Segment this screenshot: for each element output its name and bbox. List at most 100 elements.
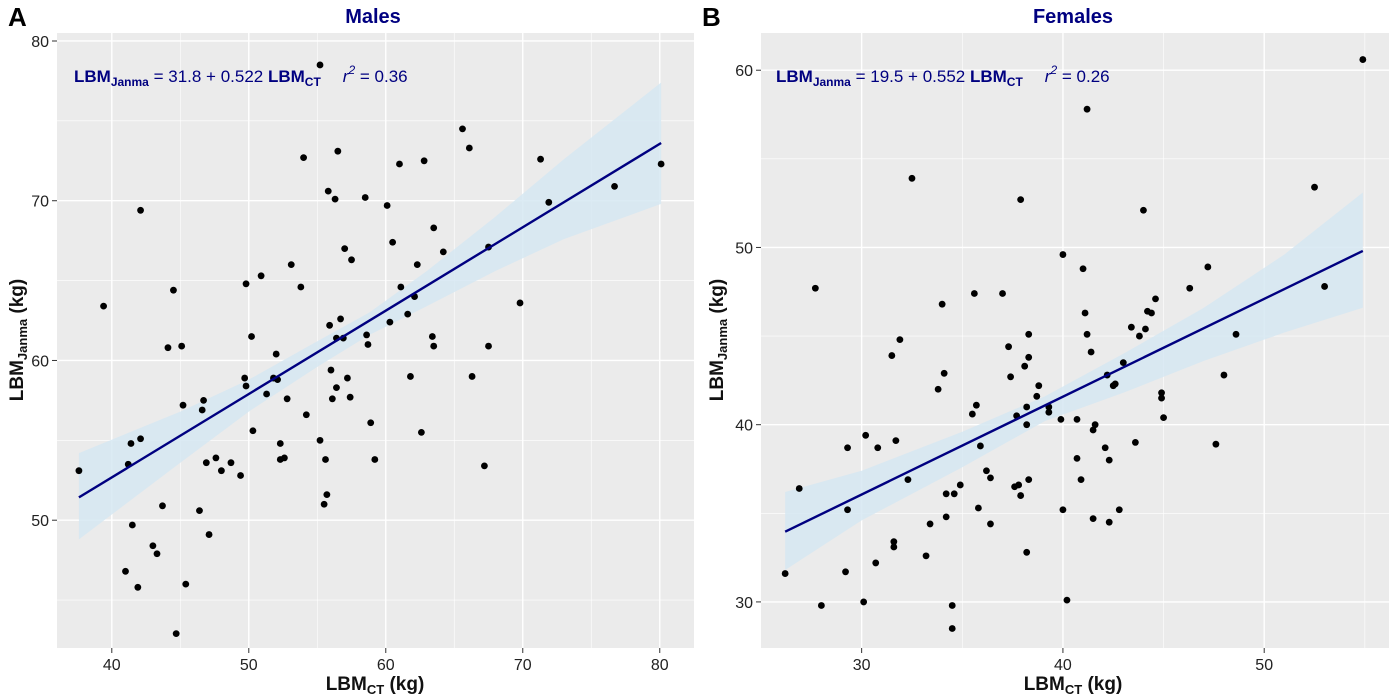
panel-b-ytick-label-1: 40: [735, 418, 753, 435]
panel-b-point-85: [1148, 309, 1155, 317]
panel-a-point-17: [182, 580, 190, 588]
panel-b-point-47: [1023, 548, 1031, 556]
panel-b-point-93: [1220, 371, 1228, 379]
panel-b-point-34: [983, 467, 990, 475]
panel-b-point-23: [942, 513, 950, 521]
panel-a-eq-rhs-sub: CT: [305, 75, 322, 89]
panel-b-point-78: [1119, 359, 1127, 367]
panel-b-eq-rhs-sub: CT: [1007, 75, 1024, 89]
panel-b-point-59: [1063, 596, 1071, 604]
panel-a-ytick-label-3: 80: [31, 34, 49, 51]
panel-a-point-30: [248, 333, 255, 340]
panel-a-xlabel-sub: CT: [367, 682, 384, 695]
panel-a-x-axis-title: LBMCT (kg): [326, 674, 425, 695]
panel-a-point-87: [481, 462, 488, 470]
panel-a-point-24: [217, 467, 225, 475]
panel-a-point-39: [281, 454, 288, 462]
panel-a-eq-r-exp: 2: [347, 63, 355, 77]
panel-a-point-27: [241, 374, 249, 382]
panel-a-eq-r-value: = 0.36: [355, 67, 407, 86]
panel-a-point-54: [331, 195, 339, 203]
panel-b-confidence-band: [785, 192, 1363, 571]
panel-a-point-21: [202, 459, 210, 467]
panel-a-point-40: [283, 395, 291, 403]
panel-a-point-49: [323, 491, 331, 499]
panel-b-point-52: [1033, 392, 1041, 400]
panel-b-point-91: [1204, 263, 1212, 271]
panel-b-point-92: [1212, 440, 1220, 448]
panel-a-point-37: [276, 440, 284, 447]
panel-b-point-55: [1045, 408, 1053, 416]
panel-b-point-43: [1017, 196, 1025, 203]
panel-a-title: Males: [345, 6, 401, 28]
panel-b-y-axis-title: LBMJanma (kg): [707, 279, 730, 401]
panel-b-point-16: [904, 476, 912, 484]
panel-a-point-81: [430, 224, 438, 232]
panel-a-point-71: [389, 238, 397, 246]
panel-a-ytick-label-1: 60: [31, 353, 49, 370]
panel-a-eq-r: r: [343, 67, 350, 86]
panel-b-point-57: [1059, 251, 1067, 258]
panel-a-point-57: [334, 147, 342, 155]
panel-b-point-82: [1140, 206, 1147, 214]
panel-b-point-50: [1025, 476, 1033, 484]
panel-b-point-18: [922, 552, 930, 560]
panel-a-point-18: [196, 507, 203, 515]
panel-a-point-73: [397, 283, 405, 291]
panel-a-y-axis-title: LBMJanma (kg): [7, 279, 30, 401]
panel-b-point-0: [781, 570, 789, 577]
panel-b-point-60: [1073, 415, 1081, 423]
panel-a-point-74: [404, 310, 412, 318]
panel-a-point-93: [611, 182, 618, 190]
panel-a-point-64: [361, 194, 369, 201]
panel-b-point-9: [872, 559, 880, 567]
panel-a-letter: A: [8, 2, 27, 32]
panel-b-point-96: [1321, 283, 1328, 290]
panel-a-point-68: [371, 456, 379, 463]
panel-a-point-51: [326, 321, 334, 329]
panel-a-point-11: [159, 502, 166, 510]
panel-a-ytick-label-2: 70: [31, 194, 49, 211]
panel-b-point-97: [1359, 56, 1367, 63]
panel-b-eq-rhs: LBM: [970, 67, 1007, 86]
panel-b-eq-middle: = 19.5 + 0.552: [851, 67, 970, 86]
panel-a-point-50: [324, 187, 332, 195]
panel-a-point-77: [413, 261, 421, 269]
panel-b-point-51: [1025, 353, 1033, 361]
panel-a-ylabel-unit: (kg): [7, 279, 28, 319]
panel-a-point-20: [200, 397, 207, 404]
panel-a-point-61: [344, 374, 351, 382]
panel-a-xlabel-main: LBM: [326, 674, 367, 695]
panel-b-xlabel-sub: CT: [1065, 682, 1082, 695]
panel-b-point-4: [842, 568, 849, 576]
panel-a-xtick-label-2: 60: [377, 657, 395, 674]
panel-a-eq-rhs: LBM: [268, 67, 305, 86]
panel-b-point-26: [948, 602, 956, 609]
panel-b-point-46: [1023, 421, 1031, 429]
panel-b-point-65: [1083, 330, 1091, 338]
panel-b-point-39: [1007, 373, 1014, 381]
panel-a-xtick-label-3: 70: [514, 657, 532, 674]
panel-a-axis-ticks: 40 50 60 70 80 50 60 70 80: [31, 34, 669, 674]
panel-a-point-42: [297, 283, 305, 291]
panel-a-point-86: [468, 373, 476, 380]
panel-a-xtick-label-0: 40: [103, 657, 121, 674]
panel-a-xtick-label-4: 80: [651, 657, 669, 674]
panel-b-point-10: [874, 444, 882, 452]
panel-b-ytick-label-0: 30: [735, 595, 753, 612]
panel-b-fit-line: [784, 249, 1364, 533]
panel-b-point-67: [1087, 348, 1095, 356]
panel-a-point-65: [363, 331, 370, 339]
panel-a-point-67: [367, 419, 375, 427]
panel-b-point-28: [956, 481, 964, 489]
panel-a-confidence-band: [78, 82, 662, 540]
panel-b-title: Females: [1033, 6, 1113, 28]
panel-a-fit-line: [78, 142, 662, 499]
panel-a-point-84: [459, 125, 466, 133]
panel-b-point-89: [1160, 414, 1167, 421]
panel-a-point-85: [465, 144, 473, 152]
panel-a-point-47: [320, 500, 328, 508]
panel-a-point-14: [172, 630, 180, 638]
panel-b-point-32: [974, 504, 982, 512]
